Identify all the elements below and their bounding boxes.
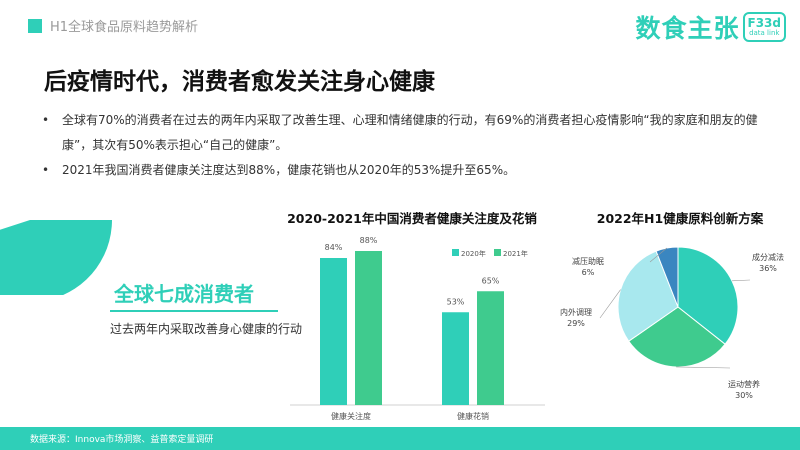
bullet-dot: • bbox=[42, 163, 50, 177]
footer-bar bbox=[0, 427, 800, 450]
bar-data-label: 84% bbox=[325, 243, 343, 252]
brand-badge-datalink: data link bbox=[749, 29, 780, 37]
highlight-underline bbox=[110, 310, 278, 312]
bullet-text: 2021年我国消费者健康关注度达到88%，健康花销也从2020年的53%提升至6… bbox=[62, 163, 516, 177]
bullet-text: 全球有70%的消费者在过去的两年内采取了改善生理、心理和情绪健康的行动，有69%… bbox=[62, 113, 758, 152]
highlight-title: 全球七成消费者 bbox=[114, 282, 254, 306]
bar-chart-title: 2020-2021年中国消费者健康关注度及花销 bbox=[287, 211, 537, 226]
pie-slice-value: 6% bbox=[582, 268, 595, 277]
pie-slice bbox=[617, 250, 679, 342]
bar-spending-2020 bbox=[442, 312, 469, 405]
pie-slice bbox=[677, 246, 739, 345]
pie-leader-line bbox=[599, 289, 621, 319]
pie-slice-value: 30% bbox=[735, 391, 753, 400]
pie-slice-label: 运动营养 bbox=[728, 379, 760, 389]
bar-attention-2021 bbox=[355, 251, 382, 405]
pie-slice-label: 成分减法 bbox=[752, 252, 784, 262]
legend-swatch-2020 bbox=[452, 249, 459, 256]
page-title: 后疫情时代，消费者愈发关注身心健康 bbox=[44, 69, 435, 95]
brand-badge: F33d data link bbox=[742, 12, 786, 42]
pie-chart-title: 2022年H1健康原料创新方案 bbox=[596, 211, 764, 226]
legend-swatch-2021 bbox=[494, 249, 501, 256]
footer-source: 数据来源：Innova市场洞察、益普索定量调研 bbox=[30, 435, 214, 445]
bar-attention-2020 bbox=[320, 258, 347, 405]
brand-badge-food: F33d bbox=[747, 16, 782, 30]
pie-leader-line bbox=[676, 366, 731, 369]
bar-data-label: 88% bbox=[360, 236, 378, 245]
pie-slice-value: 29% bbox=[567, 319, 585, 328]
bar-spending-2021 bbox=[477, 291, 504, 405]
section-marker bbox=[28, 19, 42, 33]
global-share-pie bbox=[0, 220, 112, 295]
brand-name: 数食主张 bbox=[635, 14, 740, 43]
pie-slice-label: 减压助眠 bbox=[572, 256, 604, 266]
bullet-item: • 2021年我国消费者健康关注度达到88%，健康花销也从2020年的53%提升… bbox=[42, 158, 762, 184]
highlight-subtitle: 过去两年内采取改善身心健康的行动 bbox=[110, 322, 303, 336]
pie-chart: 成分减法 36% 运动营养 30% 内外调理 29% 减压助眠 6% bbox=[560, 246, 784, 400]
bullet-item: • 全球有70%的消费者在过去的两年内采取了改善生理、心理和情绪健康的行动，有6… bbox=[42, 108, 762, 160]
pie-slice-value: 36% bbox=[759, 264, 777, 273]
global-share-slice bbox=[0, 220, 112, 295]
bar-data-label: 65% bbox=[482, 276, 500, 285]
bar-data-label: 53% bbox=[447, 297, 465, 306]
pie-slice-label: 内外调理 bbox=[560, 307, 592, 317]
bar-chart: 84% 88% 健康关注度 53% 65% 健康花销 2020年 2021年 bbox=[290, 236, 545, 421]
section-label: H1全球食品原料趋势解析 bbox=[50, 20, 199, 35]
legend-label-2020: 2020年 bbox=[461, 249, 486, 258]
bar-category-label: 健康花销 bbox=[457, 411, 489, 421]
legend-label-2021: 2021年 bbox=[503, 249, 528, 258]
bullet-dot: • bbox=[42, 113, 50, 127]
pie-leader-line bbox=[649, 247, 668, 263]
brand-logo: 数食主张 F33d data link bbox=[635, 10, 786, 44]
pie-leader-line bbox=[731, 279, 751, 282]
bar-category-label: 健康关注度 bbox=[331, 411, 371, 421]
